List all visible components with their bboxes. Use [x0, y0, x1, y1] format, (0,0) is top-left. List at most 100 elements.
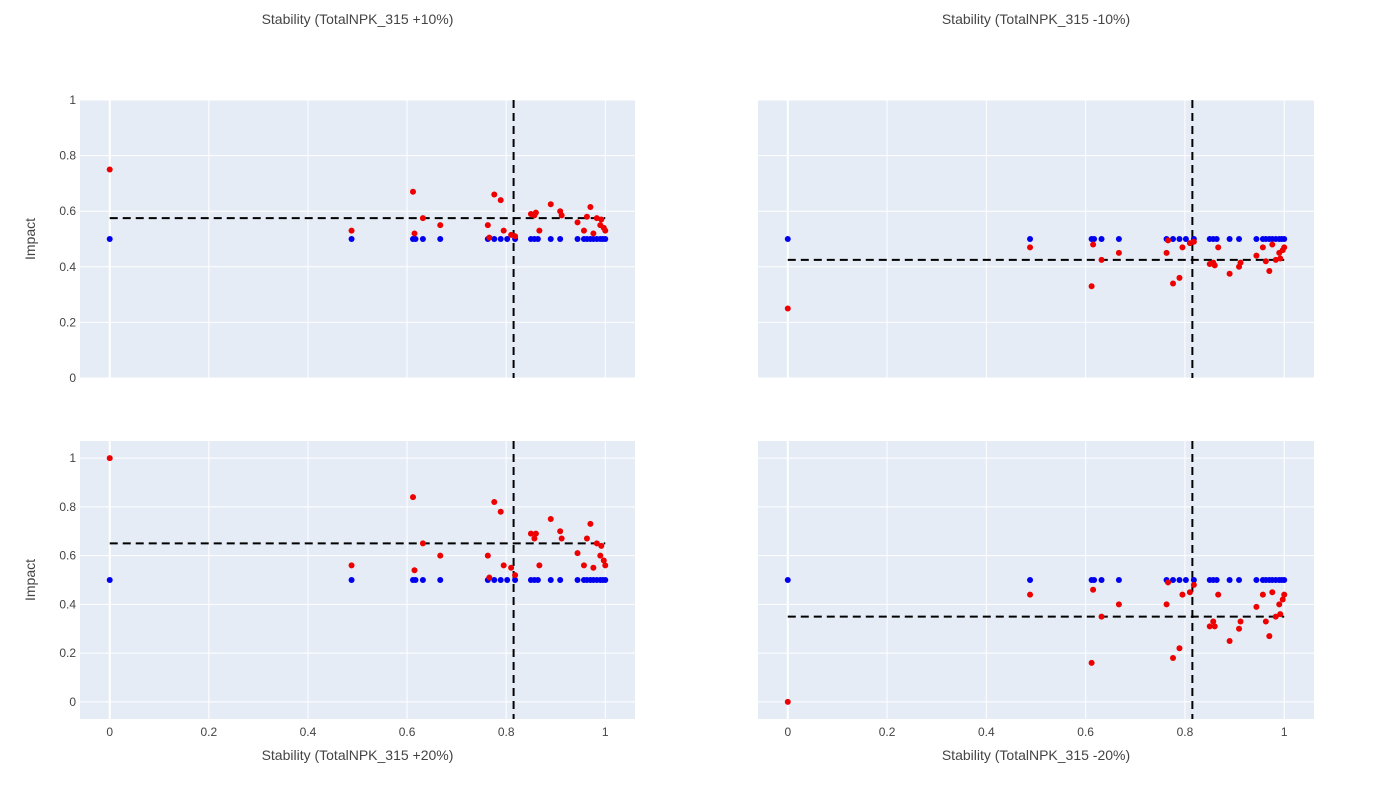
red-point [410, 494, 416, 501]
blue-point [504, 577, 511, 583]
red-point [497, 197, 504, 204]
blue-point [602, 236, 609, 242]
red-point [348, 562, 355, 569]
red-point [348, 227, 355, 234]
red-point [547, 201, 554, 208]
red-point [1027, 591, 1034, 598]
blue-point [1182, 577, 1189, 583]
x-tick-label: 0.6 [399, 725, 416, 739]
red-point [1272, 613, 1279, 620]
blue-point [106, 236, 113, 242]
red-point [1215, 244, 1222, 251]
red-point [491, 191, 498, 198]
red-point [1259, 244, 1266, 251]
red-point [1170, 280, 1177, 287]
blue-point [437, 236, 444, 242]
x-tick-label: 0.2 [200, 725, 217, 739]
red-point [419, 540, 426, 547]
red-point [1190, 581, 1197, 588]
red-point [1165, 237, 1172, 244]
red-point [512, 233, 519, 240]
red-point [574, 550, 581, 557]
blue-point [1253, 577, 1260, 583]
blue-point [574, 236, 581, 242]
blue-point [491, 577, 498, 583]
blue-point [574, 577, 581, 583]
x-tick-label: 0 [106, 725, 113, 739]
red-point [1027, 244, 1034, 251]
red-point [1281, 591, 1288, 598]
red-point [1262, 258, 1269, 265]
blue-point [106, 577, 113, 583]
plot-area [80, 100, 635, 378]
blue-point [1176, 577, 1183, 583]
red-point [597, 552, 604, 559]
red-point [1090, 241, 1097, 248]
blue-point [1236, 236, 1243, 242]
red-point [1277, 255, 1284, 262]
blue-point [1176, 236, 1183, 242]
red-point [486, 234, 493, 241]
blue-point [1281, 577, 1288, 583]
subplot-4: 0 0.2 0.4 0.6 0.8 1 Stability (TotalNPK_315 -2… [758, 441, 1314, 763]
blue-point [557, 577, 564, 583]
red-point [536, 227, 543, 234]
subplot-title: Stability (TotalNPK_315 -10%) [942, 11, 1130, 27]
red-point [1206, 623, 1213, 630]
blue-point [412, 236, 419, 242]
blue-point [1213, 577, 1220, 583]
red-point [1165, 579, 1172, 586]
red-point [574, 219, 581, 226]
plot-area [758, 100, 1314, 378]
red-point [411, 230, 418, 237]
y-tick-label: 0.8 [59, 149, 76, 163]
blue-point [1170, 236, 1177, 242]
red-point [1269, 589, 1276, 596]
red-point [1186, 589, 1193, 596]
red-point [1281, 244, 1288, 251]
x-tick-label: 0.8 [498, 725, 515, 739]
blue-point [497, 236, 504, 242]
red-point [1279, 596, 1286, 603]
red-point [531, 535, 538, 542]
y-tick-label: 1 [69, 93, 76, 107]
red-point [1211, 262, 1218, 269]
red-point [1170, 655, 1177, 662]
x-axis-title: Stability (TotalNPK_315 +20%) [262, 747, 454, 763]
blue-point [491, 236, 498, 242]
x-tick-label: 1 [602, 725, 609, 739]
red-point [1237, 259, 1244, 266]
blue-point [1182, 236, 1189, 242]
blue-point [512, 577, 519, 583]
x-tick-label: 1 [1281, 725, 1288, 739]
blue-point [602, 577, 609, 583]
red-point [1237, 618, 1244, 625]
red-point [419, 215, 426, 222]
red-point [1276, 601, 1283, 608]
red-point [484, 222, 491, 229]
red-point [1211, 623, 1218, 630]
blue-point [419, 236, 426, 242]
blue-point [1226, 577, 1233, 583]
red-point [106, 166, 113, 173]
red-point [590, 564, 597, 571]
red-point [527, 530, 534, 537]
red-point [1215, 591, 1222, 598]
red-point [1115, 601, 1122, 608]
y-tick-label: 0.4 [59, 260, 76, 274]
red-point [580, 227, 587, 234]
red-point [600, 557, 607, 564]
red-point [106, 455, 113, 462]
red-point [410, 188, 416, 195]
y-tick-label: 0.2 [59, 315, 76, 329]
red-point [532, 209, 539, 216]
x-tick-label: 0 [784, 725, 791, 739]
blue-point [504, 236, 511, 242]
y-axis-title: Impact [22, 218, 38, 260]
blue-point [784, 236, 791, 242]
red-point [1163, 249, 1170, 256]
red-point [491, 498, 498, 505]
red-point [1163, 601, 1170, 608]
red-point [486, 574, 493, 581]
